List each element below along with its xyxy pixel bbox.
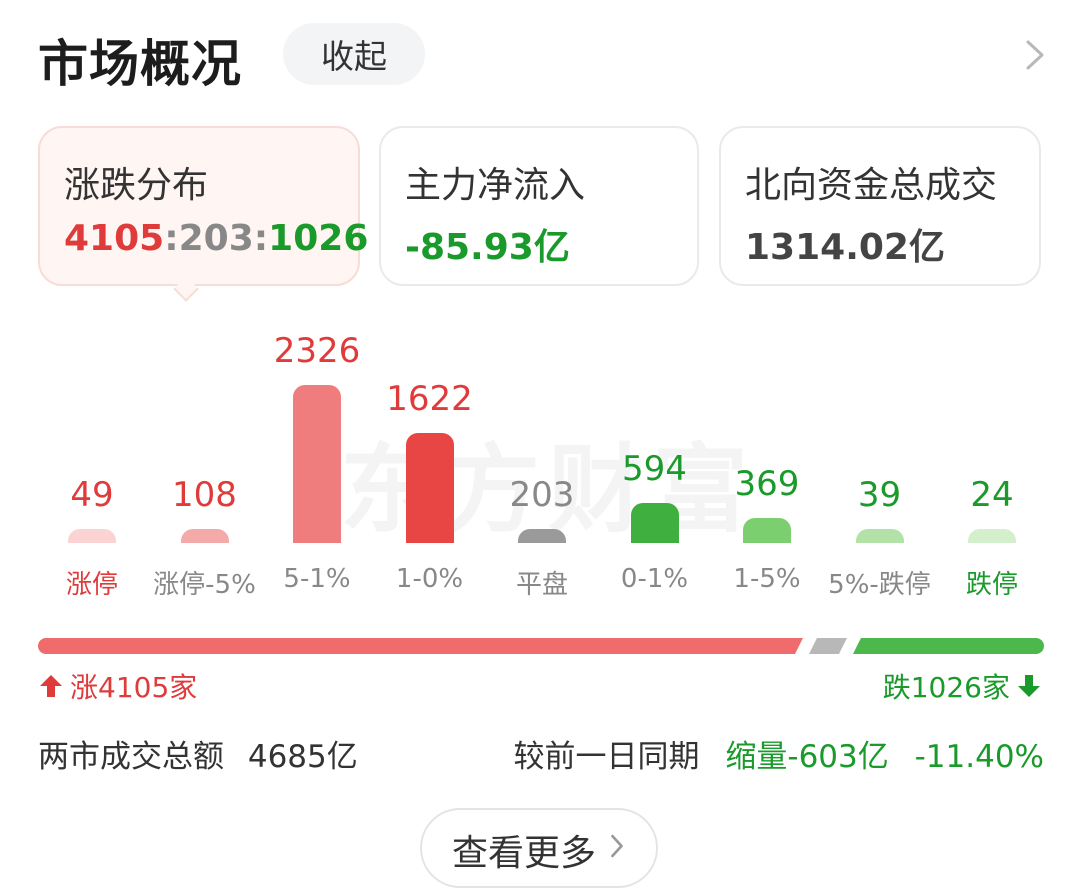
distribution-chart: 49 涨停 108 涨停-5% 2326 5-1% 1622 1-0% 203 平盘 594 0-1%…: [0, 300, 1080, 610]
card-distribution-value: 4105:203:1026: [64, 218, 368, 259]
bar-value-label: 49: [70, 475, 114, 515]
up-count: 4105: [64, 218, 165, 259]
chart-column: 369 1-5%: [711, 300, 823, 610]
category-label: 0-1%: [620, 564, 689, 594]
rise-text: 涨4105家: [70, 671, 198, 704]
card-northbound-value: 1314.02亿: [745, 227, 945, 268]
category-label: 涨停: [65, 570, 118, 600]
ratio-flat-segment: [809, 638, 847, 654]
rise-summary: 涨4105家: [38, 666, 197, 706]
view-more-label: 查看更多: [451, 833, 596, 874]
view-more-button[interactable]: 查看更多: [420, 808, 658, 888]
separator: :: [164, 218, 179, 259]
bar: [180, 529, 229, 543]
arrow-down-icon: [1018, 675, 1040, 697]
bar-value-label: 369: [734, 464, 800, 504]
bar-value-label: 2326: [273, 331, 361, 371]
bar: [968, 529, 1016, 543]
compare-row: 较前一日同期 缩量-603亿 -11.40%: [514, 731, 1044, 776]
chart-column: 108 涨停-5%: [149, 300, 261, 610]
card-distribution-title: 涨跌分布: [64, 165, 209, 206]
chart-column: 49 涨停: [36, 300, 148, 610]
collapse-button[interactable]: 收起: [283, 23, 425, 85]
card-northbound-title: 北向资金总成交: [745, 165, 998, 206]
category-label: 跌停: [965, 570, 1018, 600]
down-count: 1026: [268, 218, 369, 259]
category-label: 5-1%: [283, 564, 351, 594]
card-main-inflow[interactable]: 主力净流入 -85.93亿: [379, 126, 699, 286]
separator: :: [253, 218, 269, 259]
bar: [68, 529, 116, 543]
compare-label: 较前一日同期: [513, 739, 700, 775]
chart-column: 594 0-1%: [599, 300, 711, 610]
chart-column: 2326 5-1%: [261, 300, 373, 610]
bar-value-label: 24: [970, 475, 1014, 515]
card-main-inflow-title: 主力净流入: [405, 165, 586, 206]
turnover-label: 两市成交总额: [38, 739, 224, 775]
page-title: 市场概况: [38, 35, 242, 93]
chart-column: 39 5%-跌停: [824, 300, 936, 610]
card-northbound[interactable]: 北向资金总成交 1314.02亿: [719, 126, 1041, 286]
ratio-up-segment: [38, 638, 803, 654]
chart-column: 24 跌停: [936, 300, 1048, 610]
bar-value-label: 594: [622, 449, 687, 489]
bar: [405, 433, 454, 543]
category-label: 涨停-5%: [153, 570, 256, 600]
chart-column: 1622 1-0%: [374, 300, 486, 610]
compare-pct: -11.40%: [914, 739, 1044, 775]
category-label: 平盘: [515, 570, 568, 600]
bar: [630, 503, 679, 543]
card-main-inflow-value: -85.93亿: [405, 227, 570, 268]
fall-summary: 跌1026家: [883, 666, 1042, 706]
bar: [855, 529, 904, 543]
category-label: 1-5%: [733, 564, 801, 594]
bar-value-label: 108: [172, 475, 237, 515]
chevron-right-icon: [611, 834, 623, 858]
chart-column: 203 平盘: [486, 300, 598, 610]
ratio-down-segment: [852, 638, 1044, 654]
bar: [293, 385, 341, 543]
flat-count: 203: [178, 218, 254, 259]
bar: [518, 529, 566, 543]
turnover-value: 4685亿: [247, 739, 358, 775]
compare-change: 缩量-603亿: [725, 739, 889, 775]
card-distribution[interactable]: 涨跌分布 4105:203:1026: [38, 126, 368, 286]
turnover-row: 两市成交总额 4685亿: [38, 731, 358, 776]
bar-value-label: 39: [857, 475, 902, 515]
chevron-right-icon[interactable]: [1018, 38, 1050, 72]
fall-text: 跌1026家: [882, 671, 1010, 704]
bar-value-label: 203: [509, 475, 575, 515]
bar: [743, 518, 791, 543]
bar-value-label: 1622: [386, 379, 473, 419]
category-label: 5%-跌停: [828, 570, 931, 600]
ratio-bar: [38, 638, 1044, 654]
category-label: 1-0%: [395, 564, 464, 594]
arrow-up-icon: [40, 675, 62, 697]
